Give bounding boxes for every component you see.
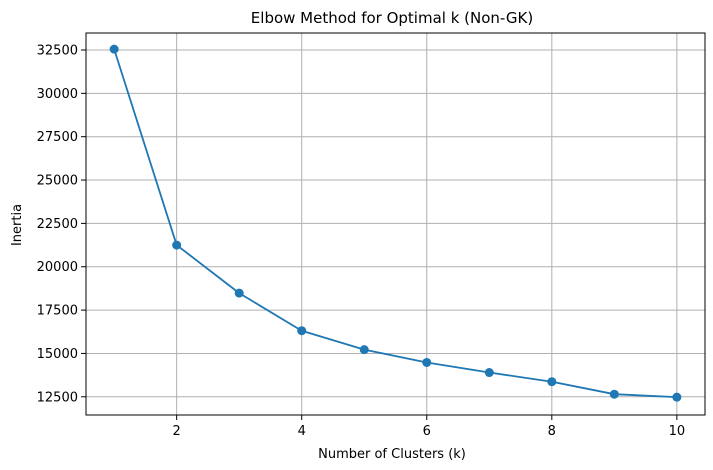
x-tick-label: 10 bbox=[669, 424, 686, 439]
y-axis-label: Inertia bbox=[10, 204, 25, 246]
y-tick-label: 15000 bbox=[37, 347, 78, 362]
y-tick-label: 30000 bbox=[37, 87, 78, 102]
y-tick-label: 22500 bbox=[37, 217, 78, 232]
data-point bbox=[172, 240, 182, 250]
axis-ticks: 2 4 6 8 10 12500 15000 17500 20000 22500 25000 2750… bbox=[37, 43, 685, 439]
y-tick-label: 20000 bbox=[37, 260, 78, 275]
grid-lines bbox=[86, 33, 705, 415]
plot-frame bbox=[85, 32, 706, 416]
y-tick-label: 12500 bbox=[37, 390, 78, 405]
y-tick-label: 17500 bbox=[37, 304, 78, 319]
x-tick-label: 4 bbox=[298, 424, 306, 439]
x-tick-label: 8 bbox=[548, 424, 556, 439]
data-point bbox=[547, 377, 557, 387]
x-tick-label: 2 bbox=[173, 424, 181, 439]
series-layer bbox=[109, 44, 682, 402]
data-point bbox=[234, 288, 244, 298]
data-point bbox=[297, 326, 307, 336]
y-tick-label: 25000 bbox=[37, 174, 78, 189]
y-tick-label: 27500 bbox=[37, 130, 78, 145]
data-point bbox=[609, 389, 619, 399]
series-line bbox=[113, 48, 677, 399]
y-tick-label: 32500 bbox=[37, 43, 78, 58]
data-point bbox=[672, 392, 682, 402]
data-point bbox=[109, 44, 119, 54]
data-point bbox=[484, 368, 494, 378]
data-point bbox=[359, 345, 369, 355]
x-tick-label: 6 bbox=[423, 424, 431, 439]
data-point bbox=[422, 357, 432, 367]
x-axis-label: Number of Clusters (k) bbox=[318, 447, 466, 462]
chart-title: Elbow Method for Optimal k (Non-GK) bbox=[251, 9, 533, 27]
